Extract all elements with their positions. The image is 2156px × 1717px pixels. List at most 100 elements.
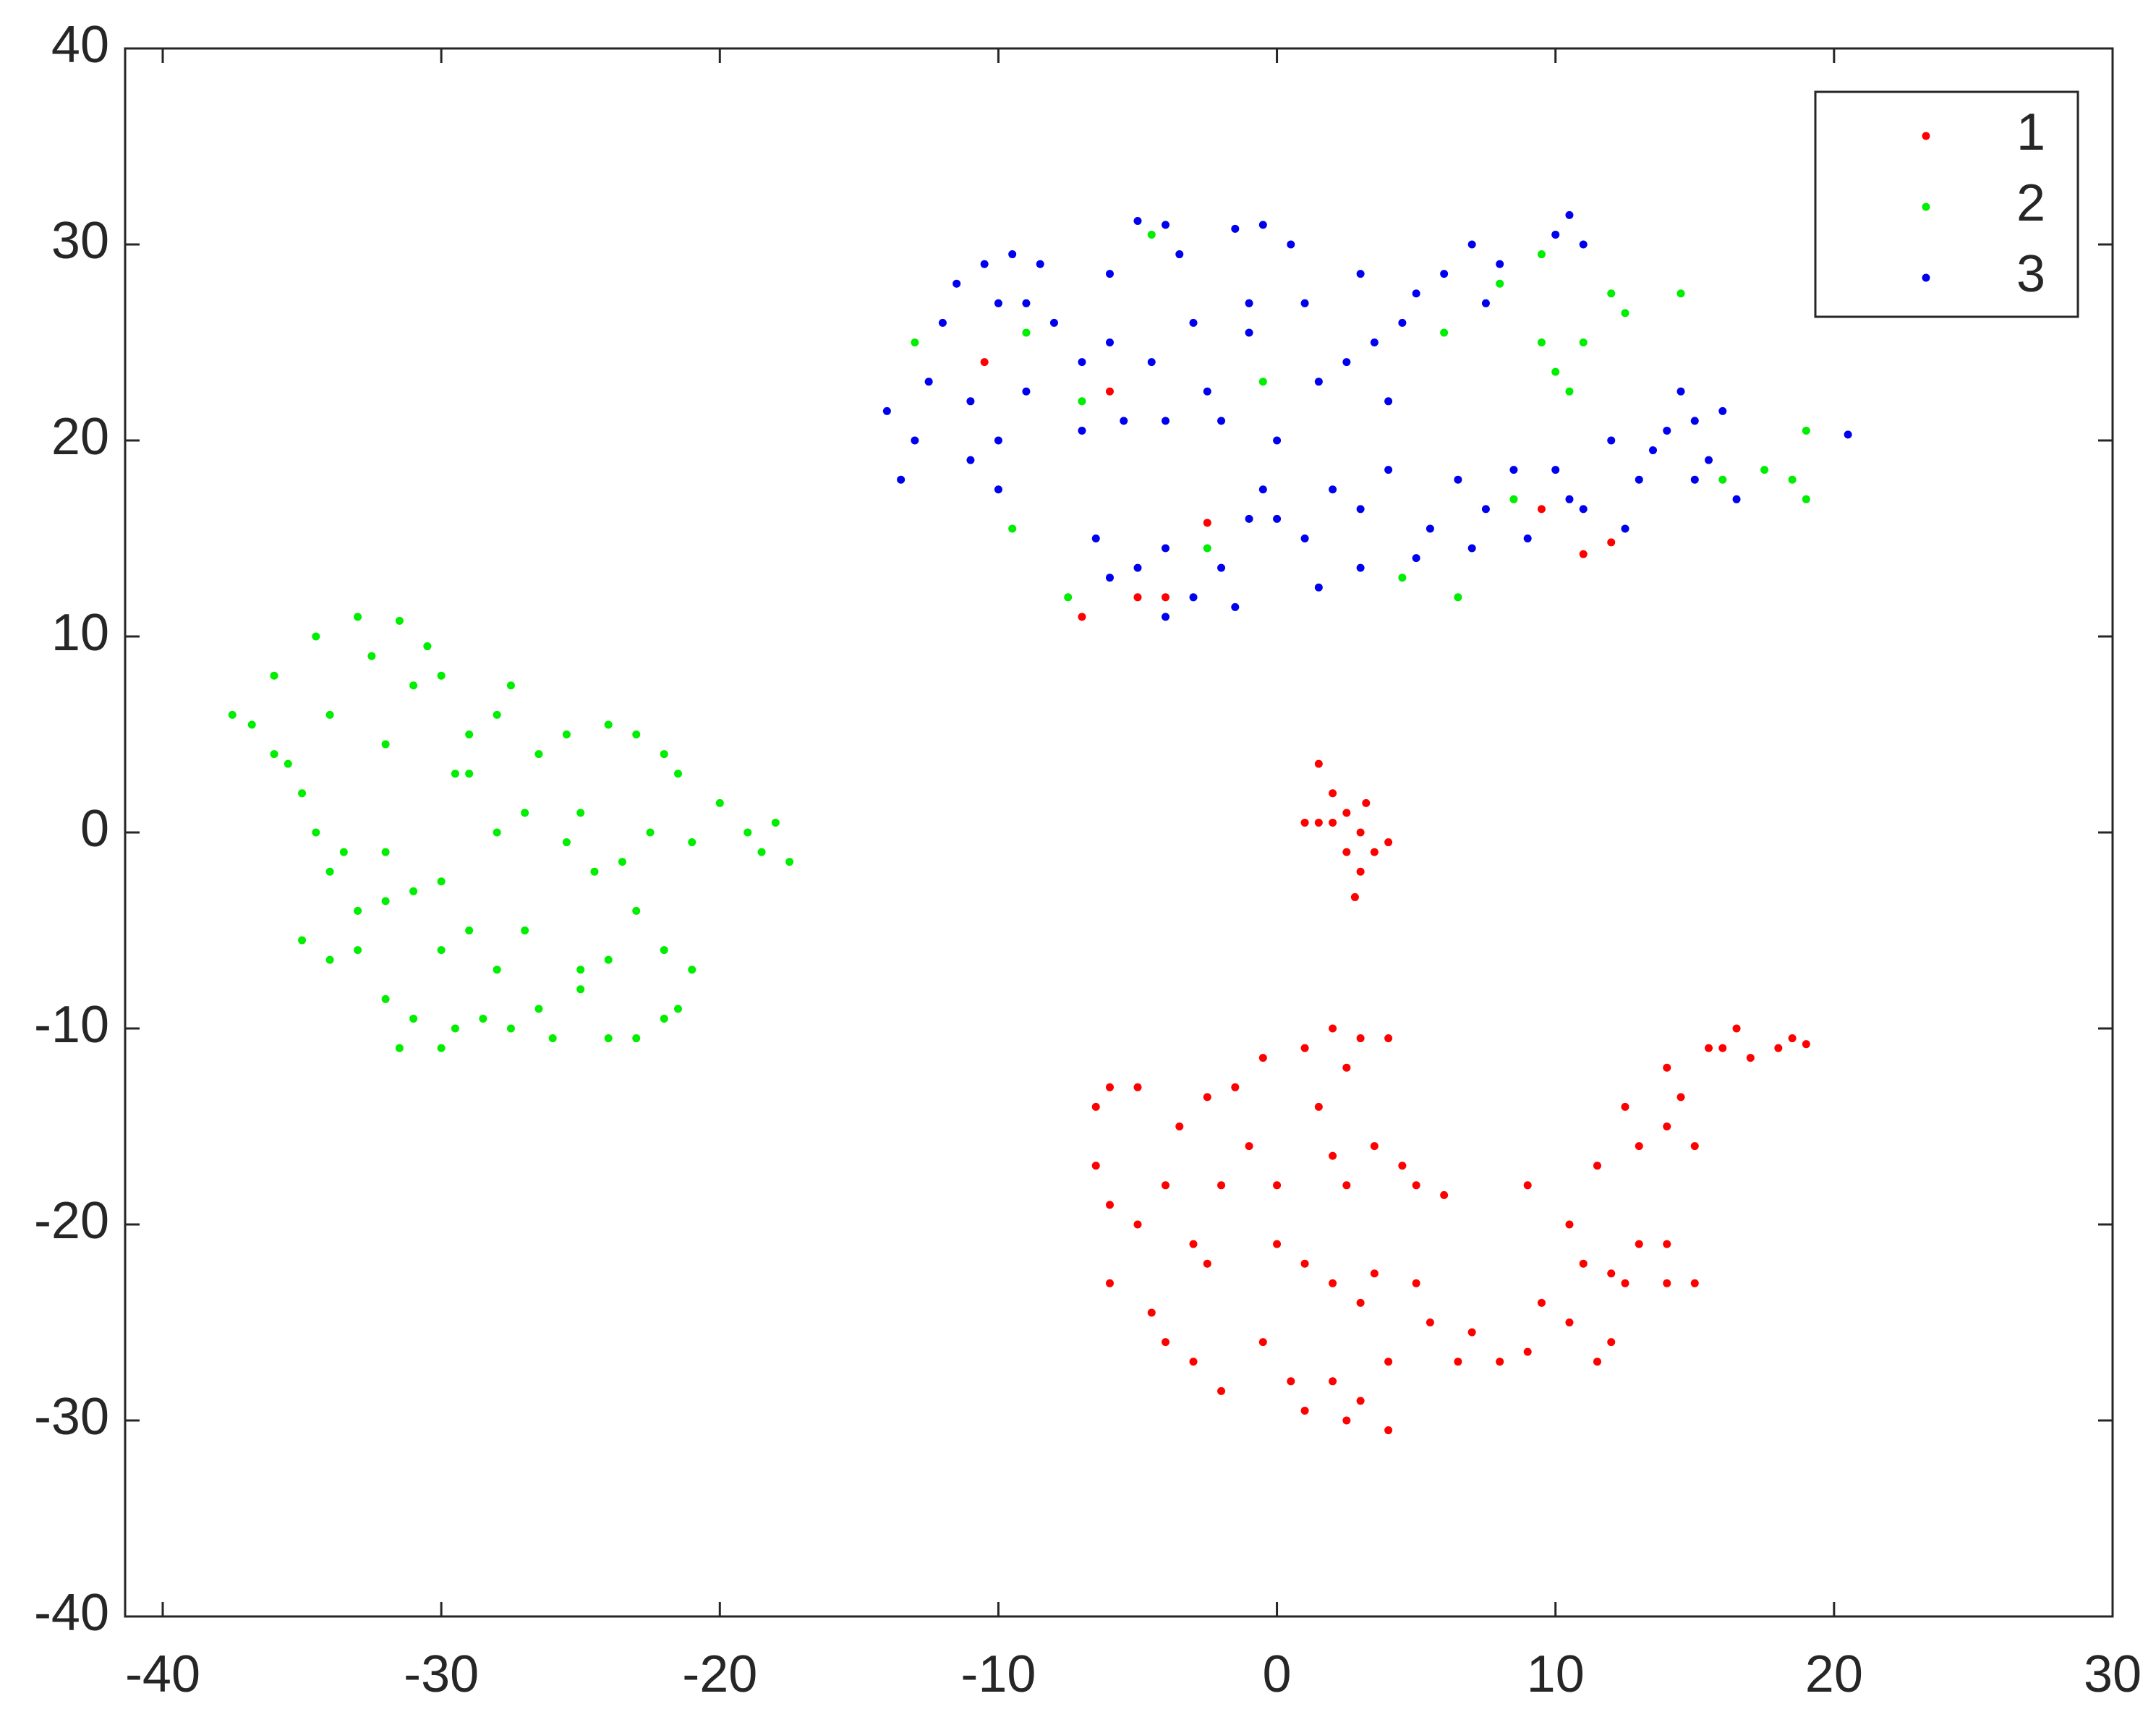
point — [632, 730, 641, 738]
point — [1551, 466, 1560, 474]
legend-label: 1 — [2016, 103, 2045, 161]
point — [785, 858, 794, 866]
y-tick-label: -30 — [34, 1388, 109, 1446]
point — [437, 1044, 446, 1052]
point — [1663, 426, 1671, 435]
point — [1314, 1102, 1323, 1111]
point — [604, 1034, 613, 1043]
point — [1162, 544, 1170, 553]
point — [1314, 818, 1323, 827]
point — [1162, 417, 1170, 425]
point — [409, 681, 418, 690]
x-tick-label: 0 — [1263, 1645, 1292, 1703]
point — [1314, 759, 1323, 768]
point — [1258, 485, 1267, 494]
point — [1022, 328, 1031, 337]
y-tick-label: -20 — [34, 1192, 109, 1250]
point — [1593, 1358, 1601, 1366]
y-tick-label: 20 — [51, 408, 109, 466]
point — [1384, 1034, 1393, 1043]
point — [312, 828, 320, 837]
legend-marker — [1922, 203, 1930, 211]
point — [1454, 593, 1462, 602]
point — [1105, 574, 1114, 582]
point — [1370, 1269, 1379, 1278]
point — [1788, 1034, 1797, 1043]
point — [506, 681, 515, 690]
point — [1091, 534, 1100, 542]
point — [980, 260, 989, 268]
point — [1329, 1279, 1337, 1287]
point — [1300, 1044, 1309, 1052]
point — [1342, 1416, 1351, 1425]
point — [1663, 1063, 1671, 1072]
point — [1217, 563, 1226, 572]
point — [1537, 250, 1546, 259]
point — [1300, 299, 1309, 307]
point — [1147, 358, 1156, 367]
point — [938, 318, 947, 327]
point — [1245, 1142, 1253, 1151]
point — [1356, 563, 1365, 572]
point — [1663, 1122, 1671, 1130]
point — [1607, 1338, 1616, 1347]
point — [1342, 358, 1351, 367]
point — [1231, 602, 1240, 611]
point — [465, 770, 474, 778]
point — [228, 710, 237, 719]
point — [354, 613, 362, 621]
point — [1217, 1386, 1226, 1395]
point — [1258, 1338, 1267, 1347]
point — [1565, 1220, 1574, 1229]
point — [1635, 1240, 1643, 1248]
point — [521, 809, 529, 817]
point — [1175, 250, 1184, 259]
point — [493, 966, 501, 974]
point — [1162, 221, 1170, 229]
point — [604, 955, 613, 964]
point — [1607, 436, 1616, 445]
legend-marker — [1922, 273, 1930, 282]
point — [1356, 1397, 1365, 1405]
point — [1426, 1318, 1434, 1326]
y-tick-label: -10 — [34, 996, 109, 1054]
point — [1398, 574, 1407, 582]
point — [298, 936, 307, 945]
point — [465, 926, 474, 934]
point — [1273, 436, 1282, 445]
point — [576, 809, 585, 817]
point — [632, 1034, 641, 1043]
point — [521, 926, 529, 934]
point — [1133, 1083, 1142, 1091]
point — [1105, 1201, 1114, 1209]
point — [1356, 1034, 1365, 1043]
point — [409, 887, 418, 895]
point — [1844, 430, 1852, 439]
point — [1356, 505, 1365, 514]
point — [1203, 1259, 1211, 1268]
point — [1690, 417, 1699, 425]
point — [911, 436, 919, 445]
point — [1147, 230, 1156, 239]
point — [1078, 613, 1086, 621]
point — [1008, 524, 1017, 533]
point — [381, 740, 390, 749]
point — [354, 946, 362, 955]
point — [1523, 534, 1532, 542]
point — [312, 632, 320, 641]
point — [1189, 593, 1198, 602]
plot-frame — [124, 47, 2114, 1618]
legend-marker — [1922, 132, 1930, 140]
point — [1412, 289, 1420, 298]
point — [1579, 550, 1588, 558]
point — [1509, 466, 1518, 474]
point — [1370, 338, 1379, 346]
point — [437, 946, 446, 955]
point — [1273, 1240, 1282, 1248]
point — [1022, 387, 1031, 396]
point — [1426, 524, 1434, 533]
point — [1649, 446, 1658, 455]
point — [395, 1044, 404, 1052]
point — [298, 789, 307, 798]
point — [1802, 426, 1810, 435]
